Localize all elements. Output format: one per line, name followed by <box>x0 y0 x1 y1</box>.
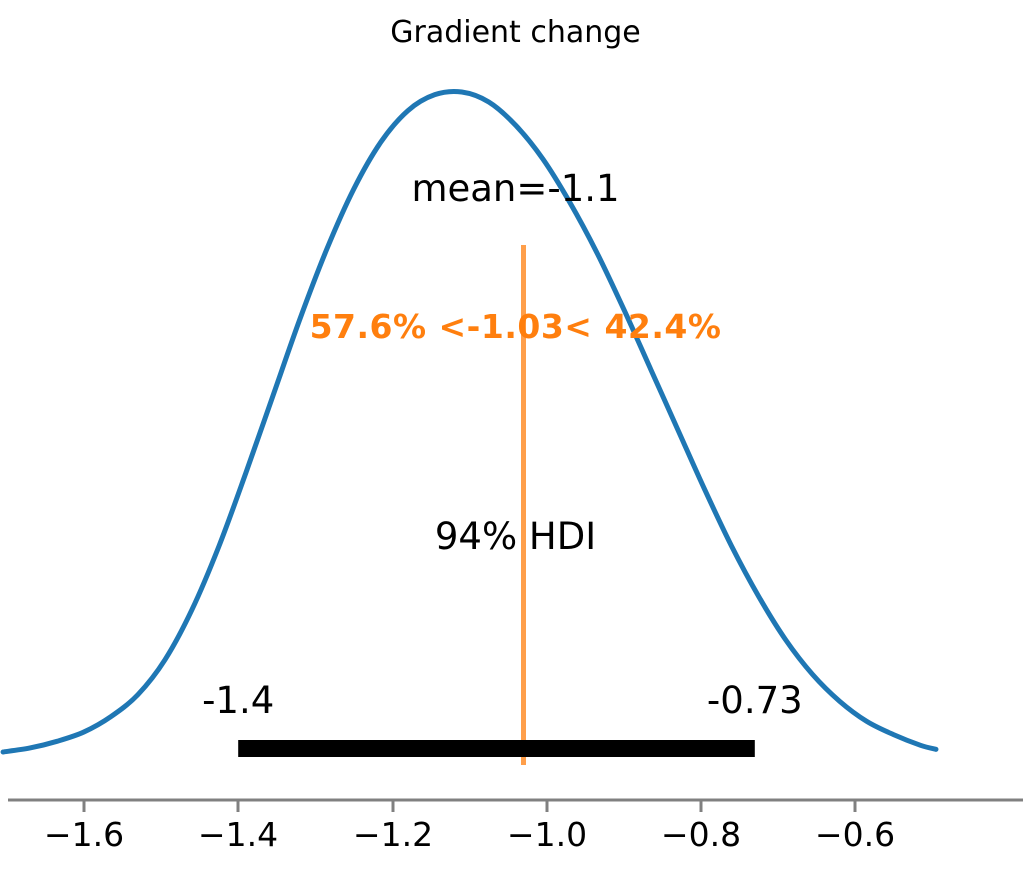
mean-annotation: mean=-1.1 <box>411 167 620 210</box>
hdi-low-label: -1.4 <box>202 679 275 722</box>
x-tick-label: −1.6 <box>43 815 125 854</box>
hdi-annotation: 94% HDI <box>434 515 597 558</box>
rope-annotation: 57.6% <-1.03< 42.4% <box>309 307 722 346</box>
chart-title: Gradient change <box>390 15 641 50</box>
x-tick-label: −1.0 <box>506 815 588 854</box>
x-tick-label: −1.2 <box>352 815 434 854</box>
density-curve <box>0 88 939 755</box>
x-axis-tick-marks <box>82 800 857 812</box>
hdi-interval-bar <box>238 740 755 757</box>
hdi-high-label: -0.73 <box>706 679 803 722</box>
x-tick-label: −0.6 <box>814 815 896 854</box>
x-tick-label: −0.8 <box>660 815 742 854</box>
x-tick-label: −1.4 <box>197 815 279 854</box>
